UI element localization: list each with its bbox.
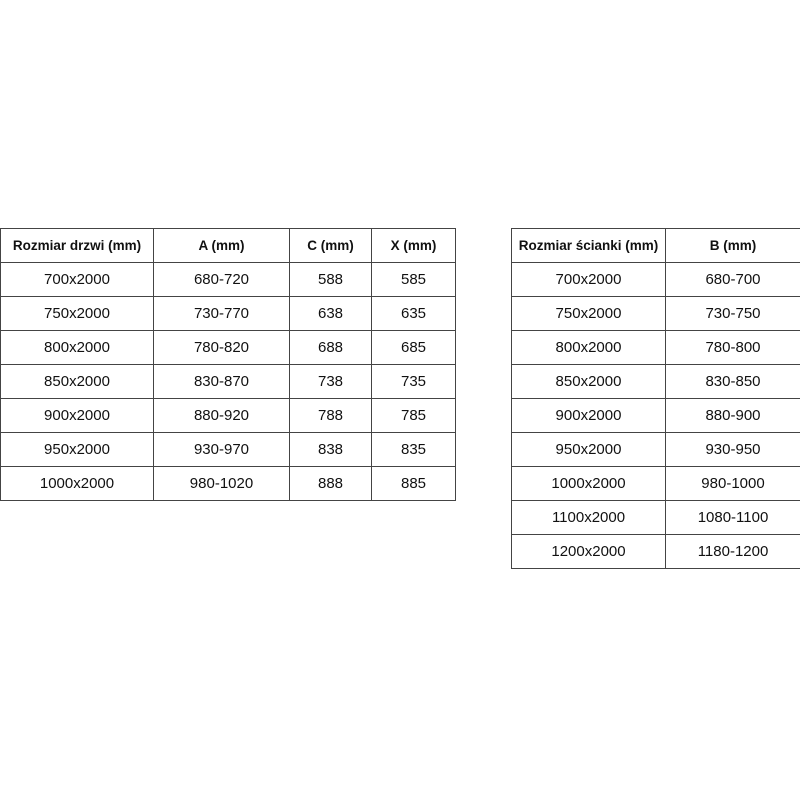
table-cell: 850x2000 bbox=[511, 364, 666, 399]
table-cell: 1000x2000 bbox=[511, 466, 666, 501]
table-cell: 880-920 bbox=[153, 398, 290, 433]
table-row: 700x2000 680-700 bbox=[511, 262, 800, 297]
table-cell: 830-870 bbox=[153, 364, 290, 399]
table-cell: 930-970 bbox=[153, 432, 290, 467]
table-cell: 738 bbox=[289, 364, 372, 399]
table-cell: 850x2000 bbox=[0, 364, 154, 399]
table-row: 700x2000 680-720 588 585 bbox=[0, 262, 456, 297]
header-row: Rozmiar drzwi (mm) A (mm) C (mm) X (mm) bbox=[0, 228, 456, 263]
table-cell: 750x2000 bbox=[511, 296, 666, 331]
door-size-table: Rozmiar drzwi (mm) A (mm) C (mm) X (mm) 700… bbox=[0, 228, 456, 501]
table-cell: 930-950 bbox=[665, 432, 800, 467]
table-row: 1200x2000 1180-1200 bbox=[511, 534, 800, 569]
table-cell: 1100x2000 bbox=[511, 500, 666, 535]
column-header: B (mm) bbox=[665, 228, 800, 263]
table-cell: 730-770 bbox=[153, 296, 290, 331]
table-row: 750x2000 730-750 bbox=[511, 296, 800, 331]
table-row: 850x2000 830-870 738 735 bbox=[0, 364, 456, 399]
table-cell: 800x2000 bbox=[511, 330, 666, 365]
table-row: 1100x2000 1080-1100 bbox=[511, 500, 800, 535]
table-cell: 700x2000 bbox=[511, 262, 666, 297]
table-cell: 700x2000 bbox=[0, 262, 154, 297]
table-cell: 585 bbox=[371, 262, 456, 297]
table-cell: 885 bbox=[371, 466, 456, 501]
table-cell: 950x2000 bbox=[0, 432, 154, 467]
table-cell: 688 bbox=[289, 330, 372, 365]
table-cell: 950x2000 bbox=[511, 432, 666, 467]
table-cell: 680-720 bbox=[153, 262, 290, 297]
table-row: 900x2000 880-900 bbox=[511, 398, 800, 433]
table-cell: 980-1020 bbox=[153, 466, 290, 501]
table-cell: 888 bbox=[289, 466, 372, 501]
header-row: Rozmiar ścianki (mm) B (mm) bbox=[511, 228, 800, 263]
table-cell: 1200x2000 bbox=[511, 534, 666, 569]
table-cell: 638 bbox=[289, 296, 372, 331]
column-header: Rozmiar drzwi (mm) bbox=[0, 228, 154, 263]
table-cell: 900x2000 bbox=[511, 398, 666, 433]
table-cell: 1080-1100 bbox=[665, 500, 800, 535]
table-row: 850x2000 830-850 bbox=[511, 364, 800, 399]
table-cell: 750x2000 bbox=[0, 296, 154, 331]
table-cell: 900x2000 bbox=[0, 398, 154, 433]
table-cell: 780-800 bbox=[665, 330, 800, 365]
table-row: 950x2000 930-950 bbox=[511, 432, 800, 467]
table-cell: 680-700 bbox=[665, 262, 800, 297]
table-cell: 730-750 bbox=[665, 296, 800, 331]
table-cell: 588 bbox=[289, 262, 372, 297]
column-header: A (mm) bbox=[153, 228, 290, 263]
table-row: 750x2000 730-770 638 635 bbox=[0, 296, 456, 331]
table-row: 900x2000 880-920 788 785 bbox=[0, 398, 456, 433]
table-cell: 835 bbox=[371, 432, 456, 467]
table-cell: 685 bbox=[371, 330, 456, 365]
table-row: 950x2000 930-970 838 835 bbox=[0, 432, 456, 467]
table-cell: 788 bbox=[289, 398, 372, 433]
table-row: 1000x2000 980-1000 bbox=[511, 466, 800, 501]
column-header: Rozmiar ścianki (mm) bbox=[511, 228, 666, 263]
table-cell: 980-1000 bbox=[665, 466, 800, 501]
table-cell: 1180-1200 bbox=[665, 534, 800, 569]
column-header: X (mm) bbox=[371, 228, 456, 263]
table-cell: 780-820 bbox=[153, 330, 290, 365]
table-cell: 785 bbox=[371, 398, 456, 433]
column-header: C (mm) bbox=[289, 228, 372, 263]
wall-size-table: Rozmiar ścianki (mm) B (mm) 700x2000 680-7… bbox=[511, 228, 800, 569]
table-cell: 838 bbox=[289, 432, 372, 467]
table-cell: 735 bbox=[371, 364, 456, 399]
table-row: 800x2000 780-800 bbox=[511, 330, 800, 365]
table-row: 800x2000 780-820 688 685 bbox=[0, 330, 456, 365]
table-cell: 800x2000 bbox=[0, 330, 154, 365]
table-row: 1000x2000 980-1020 888 885 bbox=[0, 466, 456, 501]
table-cell: 1000x2000 bbox=[0, 466, 154, 501]
table-cell: 830-850 bbox=[665, 364, 800, 399]
table-cell: 880-900 bbox=[665, 398, 800, 433]
table-cell: 635 bbox=[371, 296, 456, 331]
